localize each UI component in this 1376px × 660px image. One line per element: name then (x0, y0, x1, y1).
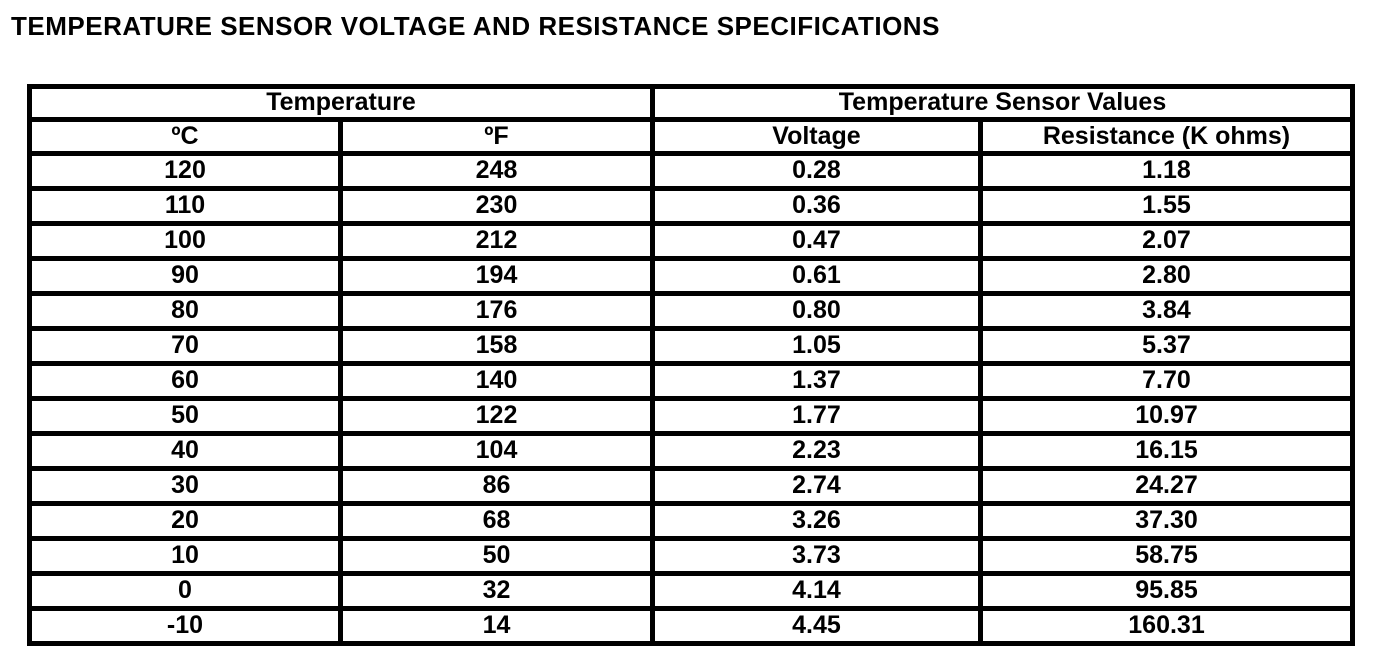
table-cell: 40 (27, 431, 343, 471)
table-cell: 5.37 (978, 326, 1355, 366)
table-cell: -10 (27, 606, 343, 646)
table-row: 0 32 4.14 95.85 (27, 571, 1355, 611)
group-header-sensor-values: Temperature Sensor Values (650, 84, 1355, 122)
table-cell: 2.23 (650, 431, 983, 471)
table-cell: 4.45 (650, 606, 983, 646)
table-row: 80 176 0.80 3.84 (27, 291, 1355, 331)
table-cell: 140 (338, 361, 655, 401)
table-cell: 1.05 (650, 326, 983, 366)
table-cell: 3.26 (650, 501, 983, 541)
table-cell: 7.70 (978, 361, 1355, 401)
spec-table: Temperature Temperature Sensor Values ºC… (27, 84, 1355, 646)
table-row: 20 68 3.26 37.30 (27, 501, 1355, 541)
table-cell: 122 (338, 396, 655, 436)
table-cell: 60 (27, 361, 343, 401)
table-cell: 2.74 (650, 466, 983, 506)
col-header-fahrenheit: ºF (338, 117, 655, 156)
group-header-row: Temperature Temperature Sensor Values (27, 84, 1355, 122)
column-header-row: ºC ºF Voltage Resistance (K ohms) (27, 117, 1355, 156)
table-row: 50 122 1.77 10.97 (27, 396, 1355, 436)
table-cell: 1.77 (650, 396, 983, 436)
table-cell: 86 (338, 466, 655, 506)
table-cell: 230 (338, 186, 655, 226)
table-cell: 0 (27, 571, 343, 611)
table-cell: 104 (338, 431, 655, 471)
table-cell: 1.37 (650, 361, 983, 401)
table-cell: 212 (338, 221, 655, 261)
table-row: 70 158 1.05 5.37 (27, 326, 1355, 366)
table-row: -10 14 4.45 160.31 (27, 606, 1355, 646)
table-cell: 0.28 (650, 151, 983, 191)
table-cell: 0.61 (650, 256, 983, 296)
table-row: 100 212 0.47 2.07 (27, 221, 1355, 261)
table-cell: 0.47 (650, 221, 983, 261)
page-title: TEMPERATURE SENSOR VOLTAGE AND RESISTANC… (11, 11, 940, 41)
table-row: 120 248 0.28 1.18 (27, 151, 1355, 191)
table-cell: 160.31 (978, 606, 1355, 646)
table-cell: 2.07 (978, 221, 1355, 261)
table-cell: 24.27 (978, 466, 1355, 506)
table-cell: 37.30 (978, 501, 1355, 541)
table-cell: 110 (27, 186, 343, 226)
table-cell: 120 (27, 151, 343, 191)
table-cell: 10 (27, 536, 343, 576)
table-cell: 0.80 (650, 291, 983, 331)
table-cell: 4.14 (650, 571, 983, 611)
table-cell: 50 (338, 536, 655, 576)
table-row: 40 104 2.23 16.15 (27, 431, 1355, 471)
table-cell: 248 (338, 151, 655, 191)
table-cell: 68 (338, 501, 655, 541)
table-cell: 0.36 (650, 186, 983, 226)
group-header-temperature: Temperature (27, 84, 655, 122)
table-cell: 176 (338, 291, 655, 331)
table-cell: 3.73 (650, 536, 983, 576)
col-header-voltage: Voltage (650, 117, 983, 156)
table-cell: 50 (27, 396, 343, 436)
table-cell: 32 (338, 571, 655, 611)
table-cell: 158 (338, 326, 655, 366)
col-header-celsius: ºC (27, 117, 343, 156)
spec-table-head: Temperature Temperature Sensor Values ºC… (27, 84, 1355, 156)
table-row: 30 86 2.74 24.27 (27, 466, 1355, 506)
spec-table-body: 120 248 0.28 1.18 110 230 0.36 1.55 100 212 0.47 2.… (27, 151, 1355, 646)
table-cell: 14 (338, 606, 655, 646)
table-cell: 16.15 (978, 431, 1355, 471)
col-header-resistance: Resistance (K ohms) (978, 117, 1355, 156)
table-row: 110 230 0.36 1.55 (27, 186, 1355, 226)
table-cell: 70 (27, 326, 343, 366)
table-cell: 3.84 (978, 291, 1355, 331)
table-cell: 30 (27, 466, 343, 506)
table-row: 90 194 0.61 2.80 (27, 256, 1355, 296)
table-cell: 194 (338, 256, 655, 296)
table-row: 10 50 3.73 58.75 (27, 536, 1355, 576)
table-cell: 100 (27, 221, 343, 261)
table-cell: 20 (27, 501, 343, 541)
table-cell: 95.85 (978, 571, 1355, 611)
table-cell: 1.18 (978, 151, 1355, 191)
table-cell: 2.80 (978, 256, 1355, 296)
table-row: 60 140 1.37 7.70 (27, 361, 1355, 401)
table-cell: 10.97 (978, 396, 1355, 436)
table-cell: 80 (27, 291, 343, 331)
table-cell: 90 (27, 256, 343, 296)
table-cell: 1.55 (978, 186, 1355, 226)
table-cell: 58.75 (978, 536, 1355, 576)
